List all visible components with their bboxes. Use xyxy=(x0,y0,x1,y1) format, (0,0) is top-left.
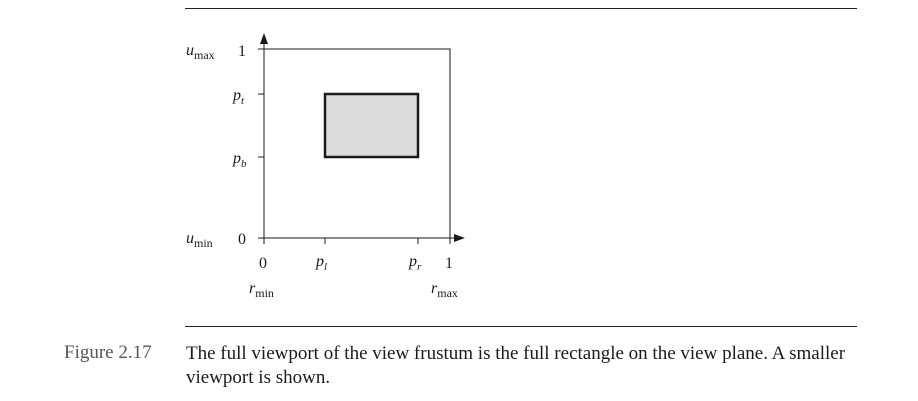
x-tick-label-pl: pl xyxy=(315,253,327,273)
x-tick-label-pr: pr xyxy=(408,253,422,273)
r-min-label: rmin xyxy=(249,280,274,300)
y-axis-arrow xyxy=(260,33,268,44)
y-tick-label-pt: pt xyxy=(232,87,245,107)
x-axis-arrow xyxy=(454,234,465,242)
smaller-viewport-rect xyxy=(323,92,420,159)
figure-caption: The full viewport of the view frustum is… xyxy=(186,343,846,388)
r-max-label: rmax xyxy=(431,280,458,300)
y-tick-label-0: 0 xyxy=(238,231,246,248)
top-rule xyxy=(185,8,857,9)
u-max-label: umax xyxy=(186,42,215,62)
viewport-diagram: umax 1 pt pb umin 0 0 pl pr 1 rmin rmax xyxy=(186,33,465,300)
bottom-rule xyxy=(185,326,857,327)
u-min-label: umin xyxy=(186,230,213,250)
x-tick-label-1: 1 xyxy=(445,255,453,272)
y-tick-label-pb: pb xyxy=(232,150,247,170)
y-tick-label-1: 1 xyxy=(238,43,246,60)
full-viewport-outline xyxy=(264,48,451,238)
figure-number: Figure 2.17 xyxy=(64,342,152,363)
x-tick-label-0: 0 xyxy=(259,255,267,272)
